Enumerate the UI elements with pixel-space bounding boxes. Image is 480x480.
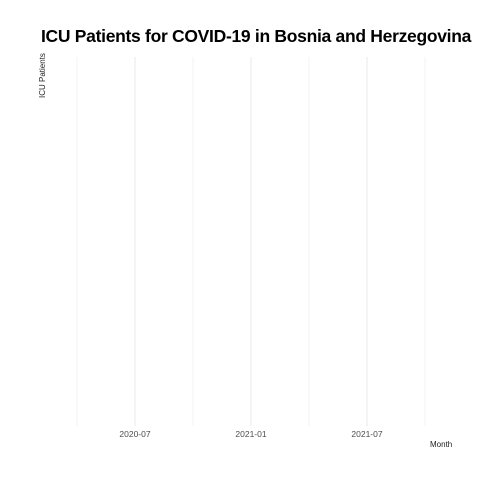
x-tick-label-2021-01: 2021-01 bbox=[235, 429, 266, 439]
x-tick-label-2021-07: 2021-07 bbox=[351, 429, 382, 439]
x-axis-label: Month bbox=[430, 440, 453, 449]
chart-title: ICU Patients for COVID-19 in Bosnia and … bbox=[41, 26, 472, 46]
x-tick-label-2020-07: 2020-07 bbox=[119, 429, 150, 439]
